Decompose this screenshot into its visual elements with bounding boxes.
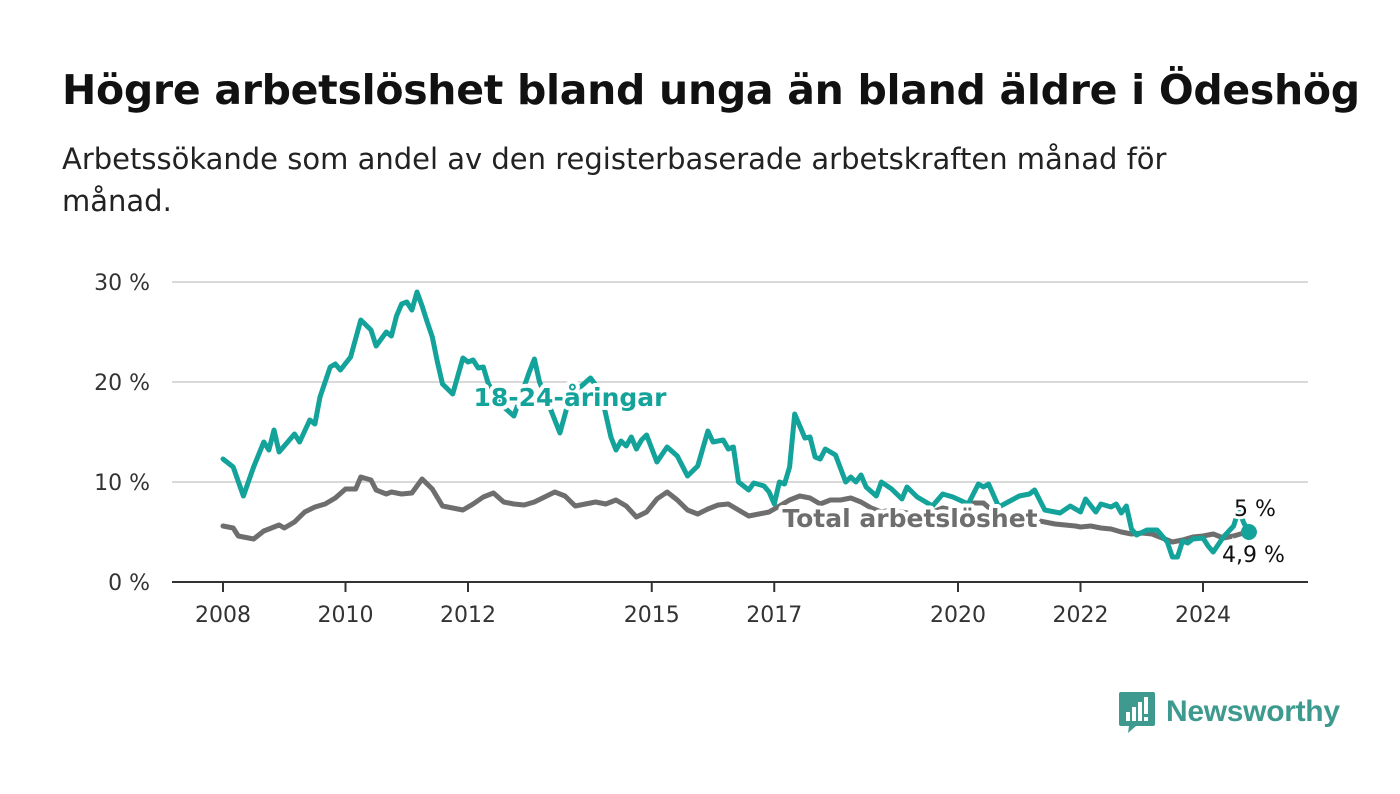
x-tick-label: 2008 bbox=[195, 603, 251, 628]
bar-chart-icon bbox=[1119, 692, 1155, 733]
y-tick-label: 10 % bbox=[94, 471, 150, 496]
newsworthy-logo: Newsworthy bbox=[1118, 690, 1340, 734]
series-labels: 18-24-åringar Total arbetslöshet bbox=[470, 379, 1042, 537]
chart-subtitle: Arbetssökande som andel av den registerb… bbox=[62, 142, 1167, 218]
x-tick-label: 2017 bbox=[746, 603, 802, 628]
brand-name: Newsworthy bbox=[1166, 695, 1340, 728]
x-tick-label: 2010 bbox=[318, 603, 374, 628]
end-marker bbox=[1240, 524, 1257, 540]
end-markers: 5 % 4,9 % bbox=[1219, 494, 1288, 571]
gridlines bbox=[172, 281, 1308, 483]
y-axis-ticks: 0 % 10 % 20 % 30 % bbox=[94, 271, 150, 596]
y-tick-label: 0 % bbox=[108, 571, 150, 596]
chart-title: Högre arbetslöshet bland unga än bland ä… bbox=[62, 66, 1360, 114]
y-tick-label: 30 % bbox=[94, 271, 150, 296]
series-lines bbox=[220, 289, 1252, 560]
series-label-youth: 18-24-åringar bbox=[474, 383, 668, 412]
x-axis: 2008 2010 2012 2015 2017 2020 2022 2024 bbox=[172, 581, 1308, 628]
end-label-total: 4,9 % bbox=[1222, 543, 1285, 568]
x-tick-label: 2015 bbox=[624, 603, 680, 628]
y-tick-label: 20 % bbox=[94, 371, 150, 396]
end-label-youth: 5 % bbox=[1234, 497, 1276, 522]
x-tick-label: 2024 bbox=[1175, 603, 1231, 628]
x-tick-label: 2020 bbox=[930, 603, 986, 628]
x-tick-label: 2012 bbox=[440, 603, 496, 628]
x-tick-label: 2022 bbox=[1053, 603, 1109, 628]
series-line bbox=[220, 289, 1252, 560]
series-line bbox=[220, 474, 1252, 545]
series-label-total: Total arbetslöshet bbox=[782, 504, 1037, 533]
